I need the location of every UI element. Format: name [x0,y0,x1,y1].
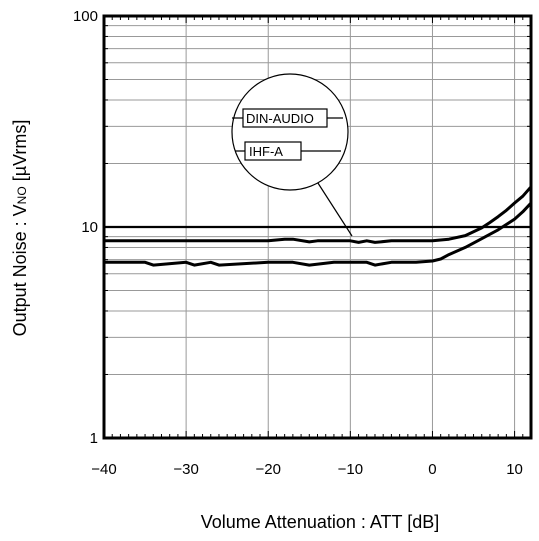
y-axis-title-sub: NO [15,186,29,204]
grid [104,16,531,438]
legend-label-din-audio: DIN-AUDIO [246,111,314,126]
legend-label-ihf-a: IHF-A [249,144,283,159]
axis-ticks [103,15,532,439]
y-tick-label: 10 [81,219,98,236]
legend-callout: DIN-AUDIO IHF-A [231,73,353,237]
y-tick-label: 1 [90,430,98,447]
series-line-ihf-a [104,201,533,267]
x-tick-label: −10 [338,461,363,478]
series-lines [104,185,533,267]
y-axis-title-unit: [µVrms] [10,120,30,187]
x-tick-label: −40 [91,461,116,478]
tick-labels: −40 −30 −20 −10 0 10 1 10 100 [73,8,523,478]
y-tick-label: 100 [73,8,98,25]
legend-circle [231,73,349,191]
x-tick-label: 10 [506,461,523,478]
y-axis-title: Output Noise : VNO [µVrms] [10,120,30,337]
x-tick-label: −20 [256,461,281,478]
x-tick-label: 0 [428,461,436,478]
legend-box-din-audio [242,108,328,128]
x-tick-label: −30 [173,461,198,478]
legend-leader-line [315,179,353,237]
legend-box-ihf-a [244,141,302,161]
x-axis-title: Volume Attenuation : ATT [dB] [201,512,439,532]
y-axis-title-main: Output Noise : V [10,204,30,336]
series-line-din-audio [104,185,533,244]
